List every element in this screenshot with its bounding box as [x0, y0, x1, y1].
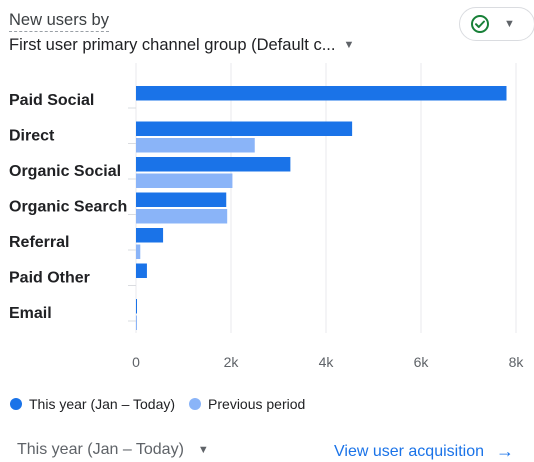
view-link-label: View user acquisition [334, 442, 485, 460]
legend-swatch-previous [189, 398, 202, 410]
bar-current-paid-other [136, 263, 147, 278]
bar-current-direct [136, 121, 353, 136]
bar-previous-email [136, 315, 137, 330]
caret-down-icon: ▼ [343, 39, 355, 51]
legend-swatch-current [10, 398, 22, 410]
caret-down-icon: ▼ [197, 444, 209, 456]
legend: This year (Jan – Today) Previous period [10, 396, 319, 412]
category-label: Email [9, 305, 52, 322]
category-label: Paid Other [9, 270, 90, 287]
title-metric[interactable]: New users by [9, 10, 109, 32]
bar-current-organic-search [136, 192, 227, 207]
x-tick-label: 4k [319, 354, 335, 370]
x-tick-label: 8k [509, 354, 525, 370]
bar-current-referral [136, 228, 164, 243]
card-footer: This year (Jan – Today) ▼ View user acqu… [0, 436, 534, 462]
check-circle-icon [471, 15, 489, 33]
category-label: Paid Social [9, 92, 94, 109]
x-tick-label: 6k [414, 354, 430, 370]
legend-item-previous[interactable]: Previous period [189, 396, 305, 412]
bar-previous-organic-search [136, 209, 228, 224]
legend-item-current[interactable]: This year (Jan – Today) [10, 396, 175, 412]
bar-chart: 0 2k 4k 6k 8k Paid Social Direct Organic Social… [9, 63, 525, 370]
status-menu-button[interactable]: ▼ [459, 7, 534, 41]
dimension-label: First user primary channel group (Defaul… [9, 36, 336, 54]
bar-current-organic-social [136, 157, 291, 172]
legend-label-previous: Previous period [208, 396, 306, 412]
card-title: New users by First user primary channel … [9, 10, 354, 55]
bar-current-paid-social [136, 86, 507, 101]
caret-down-icon: ▼ [504, 18, 515, 30]
date-range-dropdown[interactable]: This year (Jan – Today) ▼ [17, 441, 209, 459]
bar-previous-organic-social [136, 173, 233, 188]
bar-current-email [136, 299, 137, 314]
bar-previous-direct [136, 138, 255, 153]
category-label: Direct [9, 128, 55, 145]
legend-label-current: This year (Jan – Today) [29, 396, 176, 412]
bar-previous-referral [136, 244, 141, 259]
arrow-right-icon: → [496, 441, 515, 461]
dimension-selector[interactable]: First user primary channel group (Defaul… [9, 35, 354, 55]
category-label: Referral [9, 234, 69, 251]
date-range-label: This year (Jan – Today) [17, 441, 184, 458]
category-label: Organic Search [9, 199, 127, 216]
view-user-acquisition-link[interactable]: View user acquisition → [334, 441, 514, 462]
x-tick-label: 2k [224, 354, 240, 370]
category-label: Organic Social [9, 163, 121, 180]
x-tick-label: 0 [132, 354, 140, 370]
